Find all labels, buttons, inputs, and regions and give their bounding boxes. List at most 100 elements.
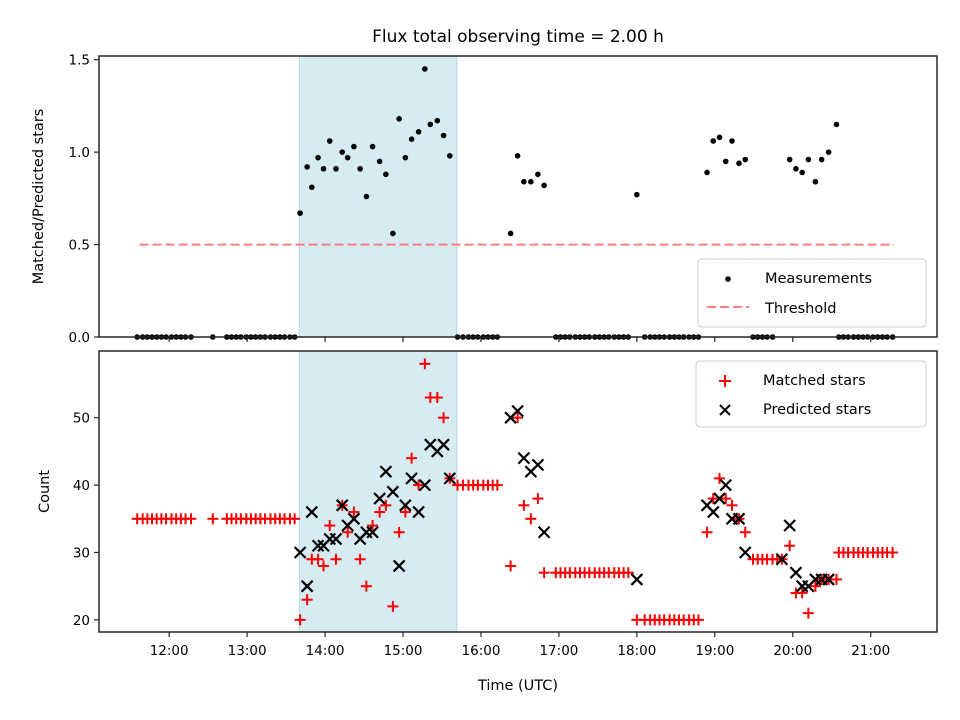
predicted-star-point <box>329 532 343 546</box>
x-axis-label: Time (UTC) <box>477 678 558 694</box>
bottom-panel-marks <box>131 358 899 626</box>
measurement-point <box>818 156 825 163</box>
matched-star-point <box>406 452 418 464</box>
measurement-point <box>528 178 534 185</box>
measurement-point <box>339 149 346 155</box>
predicted-star-point <box>335 499 349 512</box>
matched-star-point <box>809 580 821 592</box>
measurement-point <box>742 156 749 163</box>
x-tick-label: 17:00 <box>539 643 578 659</box>
measurement-point <box>812 178 819 185</box>
measurement-point <box>521 178 527 185</box>
matched-star-point <box>185 513 197 525</box>
measurement-point <box>736 160 742 167</box>
predicted-star-point <box>775 552 789 566</box>
measurement-point <box>309 184 315 191</box>
predicted-star-point <box>300 579 314 593</box>
measurement-point <box>722 158 729 165</box>
predicted-star-point <box>822 573 835 586</box>
matched-star-point <box>399 506 411 518</box>
x-tick-label: 21:00 <box>851 643 890 659</box>
matched-star-point <box>348 506 360 518</box>
top-y-tick-label: 1.5 <box>69 53 90 69</box>
matched-star-point <box>532 493 544 505</box>
bottom-y-axis-label: Count <box>37 470 53 513</box>
matched-star-point <box>312 553 324 565</box>
x-tick-label: 18:00 <box>617 643 656 659</box>
predicted-star-point <box>437 438 450 451</box>
measurement-point <box>408 136 415 142</box>
measurement-point <box>315 154 321 161</box>
measurement-point <box>351 143 357 150</box>
matched-star-point <box>294 614 306 626</box>
matched-star-point <box>354 553 366 565</box>
matched-star-point <box>726 499 738 511</box>
measurement-point <box>434 117 441 124</box>
measurement-point <box>369 143 376 150</box>
matched-star-point <box>413 479 425 491</box>
x-tick-label: 16:00 <box>462 643 501 659</box>
top-legend: Measurements Threshold <box>697 258 927 328</box>
matched-star-point <box>622 567 634 579</box>
predicted-star-point <box>366 525 379 539</box>
matched-star-point <box>207 513 219 525</box>
bottom-y-tick-label: 40 <box>73 478 90 494</box>
predicted-star-point <box>531 458 545 472</box>
predicted-star-point <box>738 546 752 559</box>
matched-star-point <box>301 594 313 606</box>
bottom-axes-frame <box>98 350 938 633</box>
measurement-point <box>396 116 402 122</box>
measurement-point <box>716 134 723 141</box>
matched-star-point <box>374 506 386 518</box>
predicted-star-point <box>399 499 412 512</box>
legend-predicted-stars: Predicted stars <box>763 402 871 418</box>
measurement-point <box>541 182 547 189</box>
predicted-star-point <box>630 573 644 586</box>
legend-matched-stars: Matched stars <box>763 373 866 389</box>
measurement-point <box>805 156 812 163</box>
chart-title: Flux total observing time = 2.00 h <box>372 27 664 47</box>
matched-star-point <box>289 513 301 525</box>
x-tick-label: 14:00 <box>306 643 345 659</box>
predicted-star-point <box>392 559 406 573</box>
measurement-point <box>304 164 310 170</box>
predicted-star-point <box>517 451 531 465</box>
predicted-star-point <box>719 478 733 492</box>
top-y-axis: 0.0 0.5 1.0 1.5 <box>69 53 99 346</box>
measurement-point <box>446 153 453 159</box>
measurement-point <box>786 156 793 163</box>
bottom-legend-box <box>695 360 927 428</box>
predicted-star-point <box>783 519 796 532</box>
predicted-star-point <box>511 404 524 418</box>
matched-star-point <box>491 479 503 491</box>
top-legend-box <box>697 258 927 328</box>
matched-star-point <box>419 358 431 370</box>
matched-star-point <box>431 391 443 403</box>
measurement-point <box>634 191 640 198</box>
measurement-point <box>333 165 339 172</box>
legend-threshold: Threshold <box>764 301 836 317</box>
measurement-point <box>710 138 717 144</box>
predicted-star-point <box>732 512 746 526</box>
observing-window-shade-bottom <box>298 350 458 633</box>
matched-star-point <box>512 412 524 424</box>
matched-star-point <box>525 513 537 525</box>
measurement-point <box>402 154 409 161</box>
matched-star-point <box>830 573 842 585</box>
bottom-x-axis: 12:00 13:00 14:00 15:00 16:00 17:00 18:00 19:00… <box>150 632 890 659</box>
observing-window-shade-top <box>298 55 458 338</box>
top-y-tick-label: 0.5 <box>69 238 90 254</box>
measurement-point <box>793 165 799 172</box>
top-y-tick-label: 0.0 <box>69 330 90 346</box>
measurement-point <box>514 153 521 159</box>
matched-star-point <box>367 520 379 532</box>
matched-star-point <box>802 607 814 619</box>
matched-star-point <box>692 614 704 626</box>
measurement-point <box>376 158 383 165</box>
measurement-point <box>427 121 434 128</box>
matched-star-point <box>324 520 336 532</box>
predicted-star-point <box>347 512 361 526</box>
matched-star-point <box>505 560 517 572</box>
